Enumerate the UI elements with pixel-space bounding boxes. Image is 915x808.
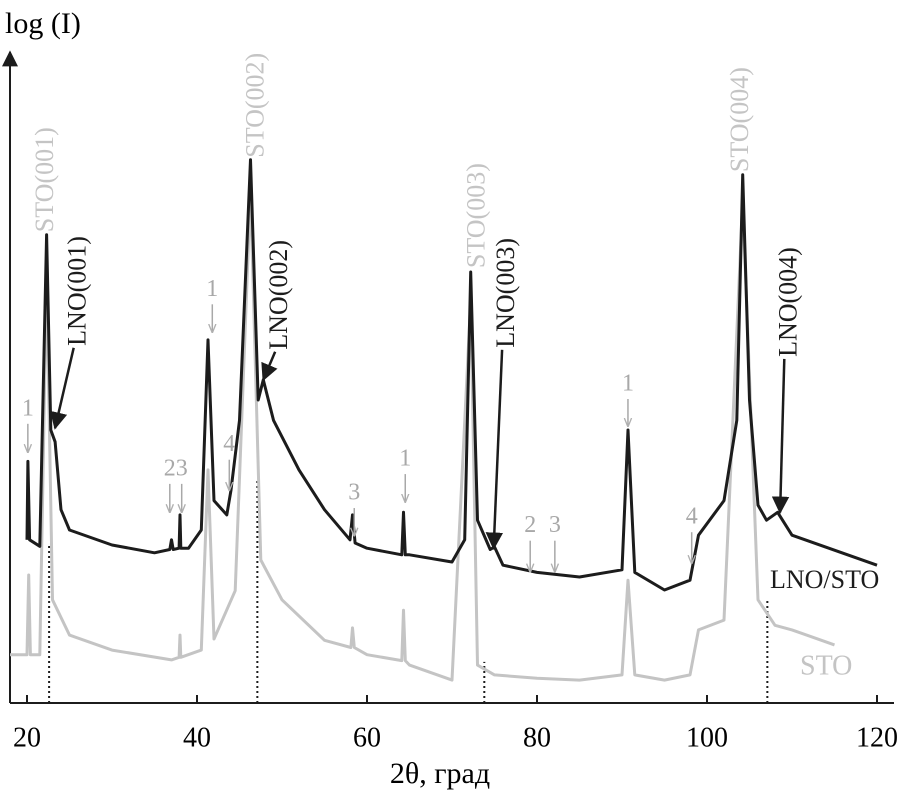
x-tick-label: 60: [353, 722, 381, 753]
marker-label: 4: [686, 504, 698, 530]
peak-label: LNO(004): [773, 247, 802, 357]
y-axis-label: log (I): [5, 7, 81, 40]
peak-label: STO(002): [240, 53, 269, 158]
marker-label: 1: [22, 395, 34, 421]
series-label: STO: [800, 650, 852, 681]
marker-label: 1: [206, 276, 218, 302]
marker-label: 1: [399, 446, 411, 472]
x-tick-label: 80: [523, 722, 551, 753]
marker-label: 2: [164, 455, 176, 481]
peak-label: LNO(003): [491, 238, 520, 348]
x-tick-label: 40: [183, 722, 211, 753]
x-tick-label: 20: [13, 722, 41, 753]
series-label: LNO/STO: [770, 565, 879, 594]
peak-label: STO(004): [725, 67, 754, 172]
peak-arrow: [261, 351, 278, 382]
x-tick-label: 100: [686, 722, 728, 753]
marker-label: 1: [622, 370, 634, 396]
peak-arrow: [771, 358, 790, 515]
peak-label: STO(003): [461, 163, 490, 268]
x-axis-label: 2θ, град: [390, 757, 490, 790]
marker-label: 3: [348, 480, 360, 506]
marker-label: 2: [524, 512, 536, 538]
peak-arrow: [50, 347, 75, 430]
marker-label: 3: [176, 455, 188, 481]
series-line: [10, 188, 835, 682]
peak-arrow: [485, 349, 504, 550]
marker-label: 3: [549, 512, 561, 538]
series-line: [25, 158, 878, 592]
marker-label: 4: [223, 431, 235, 457]
x-tick-label: 120: [856, 722, 898, 753]
peak-label: LNO(002): [264, 240, 293, 350]
peak-label: LNO(001): [63, 236, 92, 346]
peak-label: STO(001): [30, 127, 59, 232]
